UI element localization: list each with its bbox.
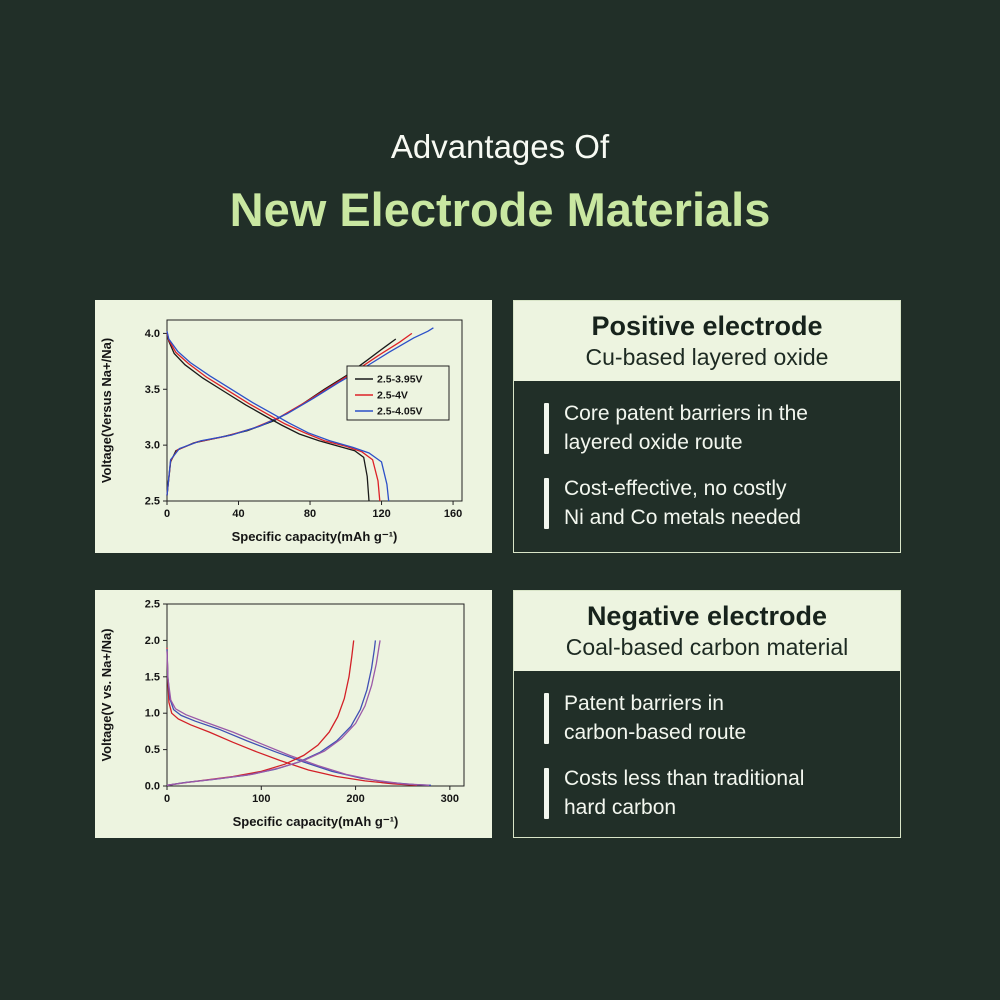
x-tick-label: 100 [252,793,270,805]
x-axis-label: Specific capacity(mAh g⁻¹) [232,529,398,544]
positive-electrode-subtitle: Cu-based layered oxide [585,343,829,370]
negative-electrode-title: Negative electrode [586,600,828,631]
bullet-item: Core patent barriers in the layered oxid… [544,399,878,458]
positive-electrode-title: Positive electrode [591,310,823,341]
negative-info-body: Patent barriers in carbon-based route Co… [514,671,900,837]
x-tick-label: 120 [372,508,390,520]
voltage-capacity-chart-positive: 0 40 80 120 160 2.5 3.0 3.5 4.0 Specific capacity… [99,319,463,544]
series-purple-discharge [166,651,430,786]
x-tick-label: 0 [164,793,170,805]
voltage-capacity-chart-negative: 0 100 200 300 0.0 0.5 1.0 1.5 2.0 2.5 Specific cap… [99,599,465,829]
series-red-discharge [166,647,417,786]
bullet-item: Costs less than traditional hard carbon [544,764,878,823]
series-2.5-4V-discharge [166,332,381,502]
series-2.5-4.05V-charge [166,327,434,496]
plot-frame [166,319,463,502]
positive-info-panel: Positive electrode Cu-based layered oxid… [513,300,901,553]
page-title: New Electrode Materials [229,183,771,236]
positive-info-body: Core patent barriers in the layered oxid… [514,381,900,552]
legend-label: 2.5-4.05V [377,406,423,418]
y-tick-label: 3.0 [145,440,160,452]
negative-electrode-subtitle: Coal-based carbon material [565,633,849,660]
bullet-bar [544,403,549,454]
x-axis-label: Specific capacity(mAh g⁻¹) [233,814,399,829]
series-purple-charge [166,640,381,786]
positive-info-header: Positive electrode Cu-based layered oxid… [514,301,900,381]
plot-frame [166,603,465,787]
bullet-text: Cost-effective, no costly Ni and Co meta… [564,476,801,530]
negative-info-header: Negative electrode Coal-based carbon mat… [514,591,900,671]
series-red-charge [166,640,355,786]
y-tick-label: 0.0 [145,781,160,793]
bullet-bar [544,693,549,744]
y-tick-label: 2.5 [145,599,160,611]
series-2.5-3.95V-discharge [166,333,370,502]
y-tick-label: 2.0 [145,635,160,647]
negative-chart-panel: 0 100 200 300 0.0 0.5 1.0 1.5 2.0 2.5 Specific cap… [95,590,492,838]
x-tick-label: 0 [164,508,170,520]
y-tick-label: 1.5 [145,671,160,683]
bullet-item: Patent barriers in carbon-based route [544,689,878,748]
bullet-bar [544,477,549,529]
series-blue-charge [166,640,377,786]
bullet-text: Costs less than traditional hard carbon [564,766,805,820]
bullet-text: Patent barriers in carbon-based route [564,692,747,745]
x-tick-label: 160 [444,508,462,520]
bullet-item: Cost-effective, no costly Ni and Co meta… [544,474,878,533]
legend-label: 2.5-3.95V [377,374,423,386]
y-tick-label: 3.5 [145,384,160,396]
y-tick-label: 1.0 [145,708,160,720]
bullet-bar [544,767,549,819]
y-tick-label: 0.5 [145,744,160,756]
bullet-text: Core patent barriers in the layered oxid… [564,402,808,455]
y-axis-label: Voltage(Versus Na+/Na) [99,338,114,483]
y-tick-label: 2.5 [145,496,160,508]
y-axis-label: Voltage(V vs. Na+/Na) [99,628,114,761]
x-tick-label: 300 [441,793,459,805]
positive-chart-panel: 0 40 80 120 160 2.5 3.0 3.5 4.0 Specific capacity… [95,300,492,553]
x-tick-label: 80 [304,508,316,520]
x-tick-label: 200 [346,793,364,805]
legend-label: 2.5-4V [377,390,408,402]
series-2.5-4.05V-discharge [166,331,390,502]
slide-header: Advantages Of New Electrode Materials [0,0,1000,237]
negative-info-panel: Negative electrode Coal-based carbon mat… [513,590,901,838]
series-blue-discharge [166,649,432,786]
y-tick-label: 4.0 [145,328,160,340]
x-tick-label: 40 [232,508,244,520]
header-subtitle: Advantages Of [390,128,610,165]
